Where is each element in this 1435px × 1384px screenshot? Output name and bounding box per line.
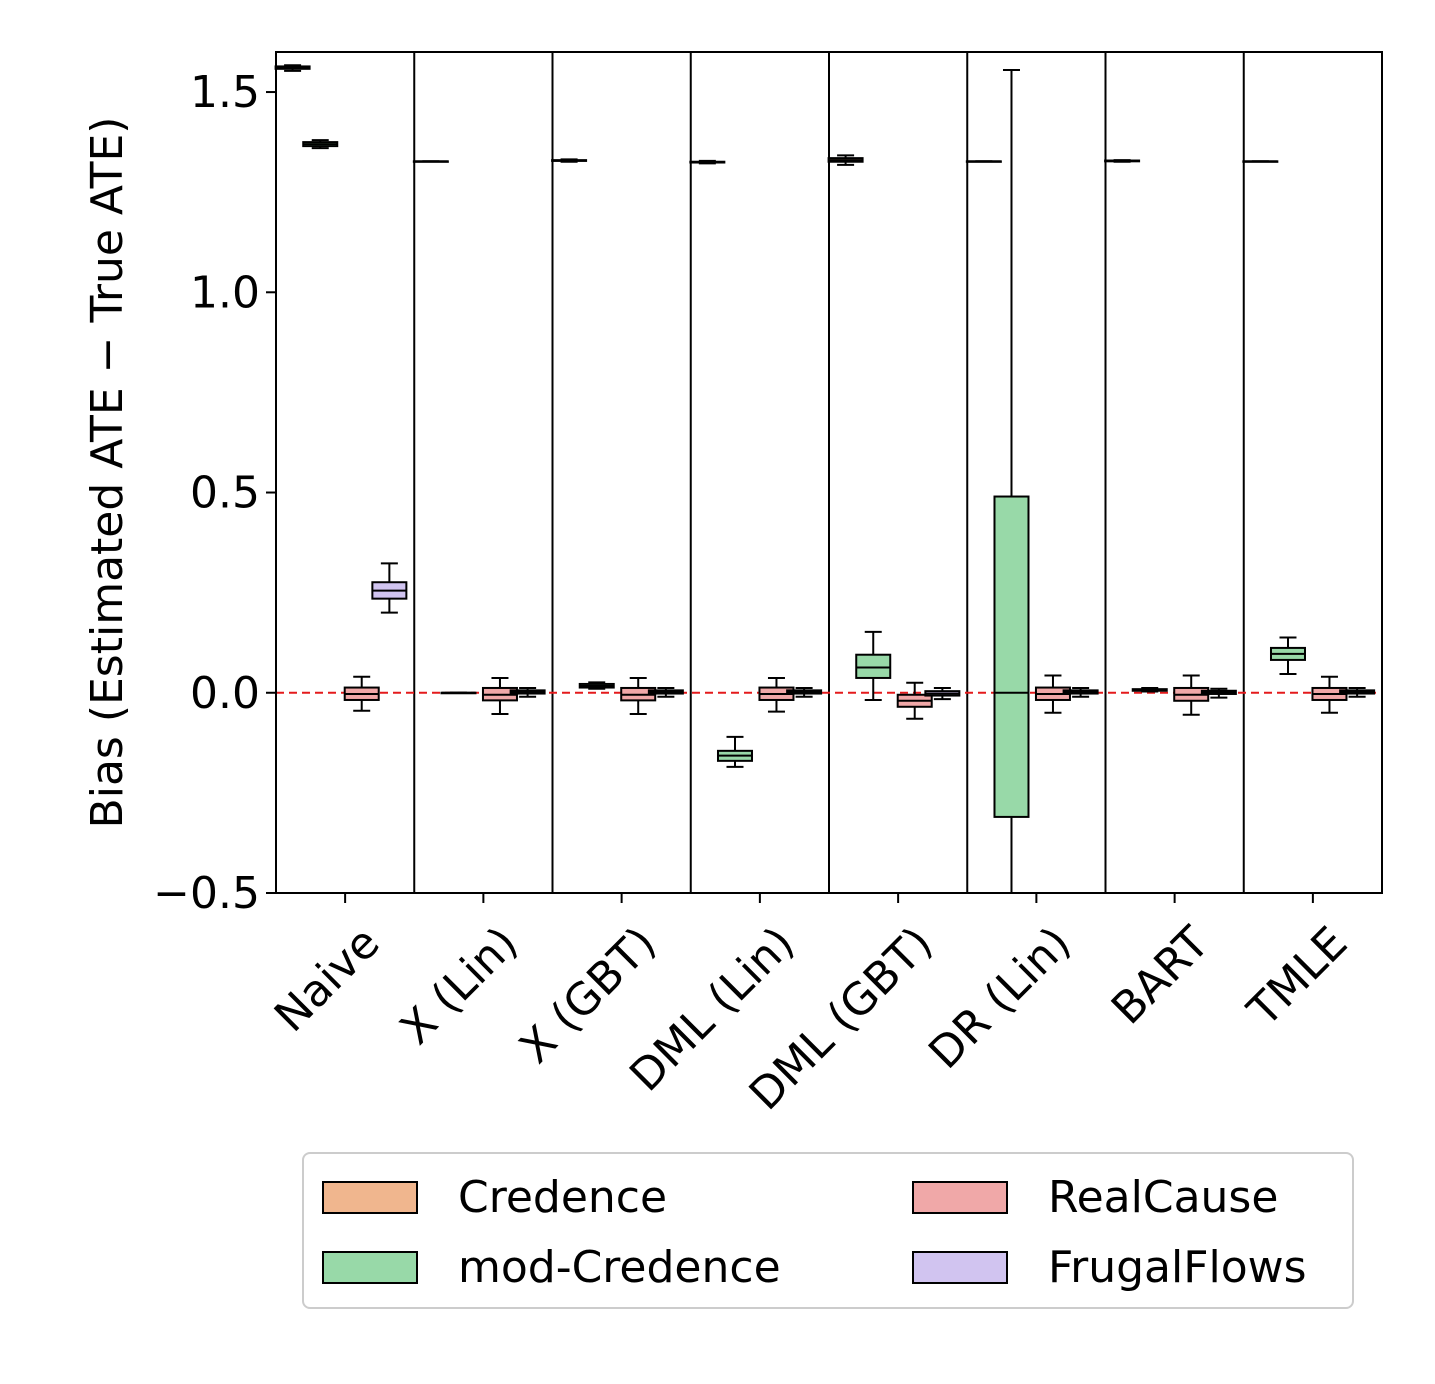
y-tick-label: 0.0 [190, 668, 260, 719]
box-credence-dml-lin [689, 159, 726, 165]
box-frugalflows-dml-gbt [924, 686, 961, 701]
box-mod-credence-dr-lin [993, 69, 1030, 894]
legend-swatch-realcause [912, 1181, 1008, 1214]
box-credence-naive [274, 64, 311, 72]
box-credence-x-gbt [551, 158, 588, 163]
plot-frame [275, 51, 1383, 894]
box-mod-credence-x-lin [440, 691, 477, 695]
legend-label-mod-credence: mod-Credence [458, 1242, 781, 1293]
box-frugalflows-x-gbt [647, 686, 684, 698]
y-tick-label: 1.5 [190, 67, 260, 118]
box-mod-credence-dml-gbt [855, 630, 892, 701]
legend-swatch-frugalflows [912, 1251, 1008, 1284]
box-iqr [855, 653, 892, 679]
legend-label-frugalflows: FrugalFlows [1048, 1242, 1307, 1293]
x-tick-label: DR (Lin) [919, 917, 1081, 1079]
box-realcause-naive [343, 675, 380, 712]
legend-item-credence: Credence [322, 1172, 667, 1223]
y-axis: −0.5 0.0 0.5 1.0 1.5 [153, 67, 276, 919]
x-tick-label: TMLE [1238, 917, 1358, 1037]
box-frugalflows-bart [1200, 687, 1237, 699]
box-mod-credence-naive [302, 139, 339, 150]
box-iqr [993, 495, 1030, 818]
box-realcause-tmle [1311, 675, 1348, 714]
legend-item-frugalflows: FrugalFlows [912, 1242, 1307, 1293]
legend-swatch-credence [322, 1181, 418, 1214]
legend-label-credence: Credence [458, 1172, 668, 1223]
y-axis-label: Bias (Estimated ATE − True ATE) [82, 117, 133, 829]
box-realcause-dml-gbt [896, 681, 933, 720]
box-mod-credence-x-gbt [578, 681, 615, 690]
y-tick-label: −0.5 [153, 868, 260, 919]
box-credence-bart [1104, 159, 1141, 163]
box-mod-credence-bart [1131, 686, 1168, 693]
box-credence-dml-gbt [827, 154, 864, 166]
panel-separators [413, 52, 1245, 893]
x-tick-label: X (Lin) [391, 917, 528, 1054]
y-tick-label: 0.5 [190, 468, 260, 519]
x-tick-label: BART [1102, 917, 1219, 1034]
box-realcause-x-gbt [620, 676, 657, 715]
box-frugalflows-naive [371, 562, 408, 614]
x-tick-label: Naive [265, 917, 390, 1042]
legend-swatch-mod-credence [322, 1251, 418, 1284]
box-credence-tmle [1242, 160, 1279, 163]
legend-item-mod-credence: mod-Credence [322, 1242, 781, 1293]
box-credence-dr-lin [965, 160, 1002, 163]
y-tick-label: 1.0 [190, 267, 260, 318]
box-frugalflows-dml-lin [786, 686, 823, 698]
box-frugalflows-dr-lin [1062, 686, 1099, 698]
box-realcause-dr-lin [1034, 674, 1071, 714]
box-realcause-x-lin [481, 676, 518, 715]
x-axis: Naive X (Lin)X (GBT)DML (Lin)DML (GBT)DR … [265, 893, 1357, 1120]
box-realcause-dml-lin [758, 676, 795, 713]
legend: Credence RealCause mod-Credence FrugalFl… [302, 1152, 1354, 1309]
box-plots [274, 64, 1376, 894]
box-credence-x-lin [412, 160, 449, 163]
box-frugalflows-x-lin [509, 686, 546, 698]
box-mod-credence-dml-lin [716, 735, 753, 768]
legend-item-realcause: RealCause [912, 1172, 1278, 1223]
box-frugalflows-tmle [1339, 686, 1376, 698]
box-realcause-bart [1173, 674, 1210, 716]
legend-label-realcause: RealCause [1048, 1172, 1279, 1223]
box-mod-credence-tmle [1269, 636, 1306, 675]
